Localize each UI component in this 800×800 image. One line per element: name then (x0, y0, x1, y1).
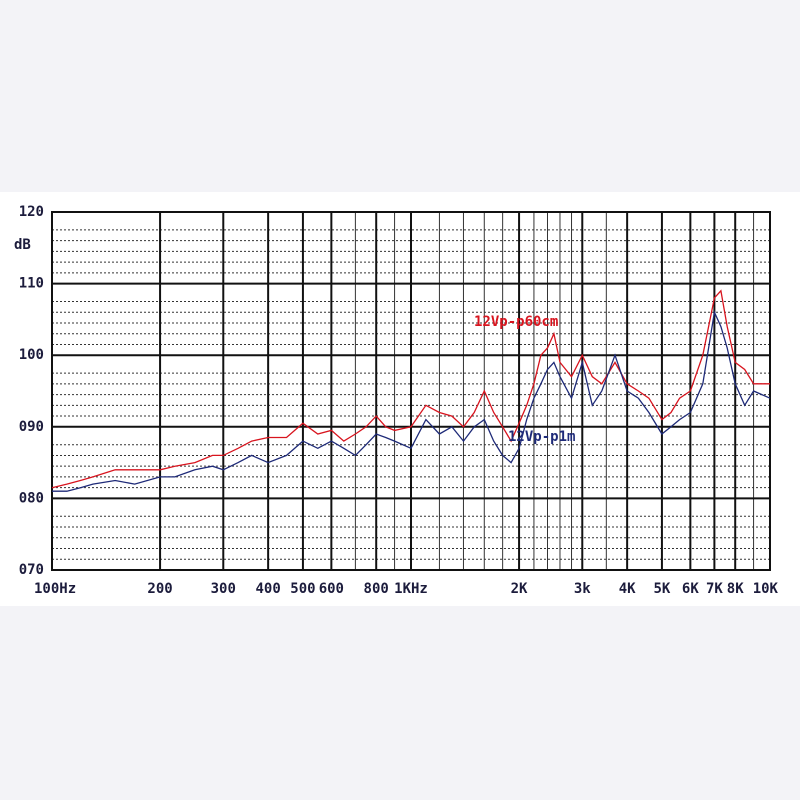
y-tick-label: 120 (19, 204, 44, 220)
x-tick-label: 600 (319, 581, 344, 597)
x-tick-label: 4K (619, 581, 636, 597)
x-tick-label: 6K (682, 581, 699, 597)
chart-background (0, 192, 800, 606)
x-tick-label: 300 (211, 581, 236, 597)
x-tick-label: 10K (753, 581, 779, 597)
x-tick-label: 500 (290, 581, 315, 597)
x-tick-label: 800 (364, 581, 389, 597)
y-tick-label: 080 (19, 490, 44, 506)
y-tick-label: 100 (19, 347, 44, 363)
y-tick-label: 110 (19, 276, 44, 292)
x-tick-label: 3k (574, 581, 591, 597)
y-tick-label: 070 (19, 562, 44, 578)
x-tick-label: 400 (255, 581, 280, 597)
x-tick-label: 8K (727, 581, 744, 597)
x-tick-label: 100Hz (34, 581, 76, 597)
series-line (51, 289, 770, 489)
x-tick-label: 5K (654, 581, 671, 597)
y-axis-label: dB (14, 237, 31, 253)
series-label: 12Vp-p1m (508, 429, 575, 445)
y-tick-label: 090 (19, 419, 44, 435)
x-tick-label: 7K (706, 581, 723, 597)
x-tick-label: 1KHz (394, 581, 428, 597)
series-line (52, 309, 771, 492)
x-tick-label: 2K (511, 581, 528, 597)
series-label: 12Vp-p60cm (474, 314, 558, 330)
x-tick-label: 200 (147, 581, 172, 597)
